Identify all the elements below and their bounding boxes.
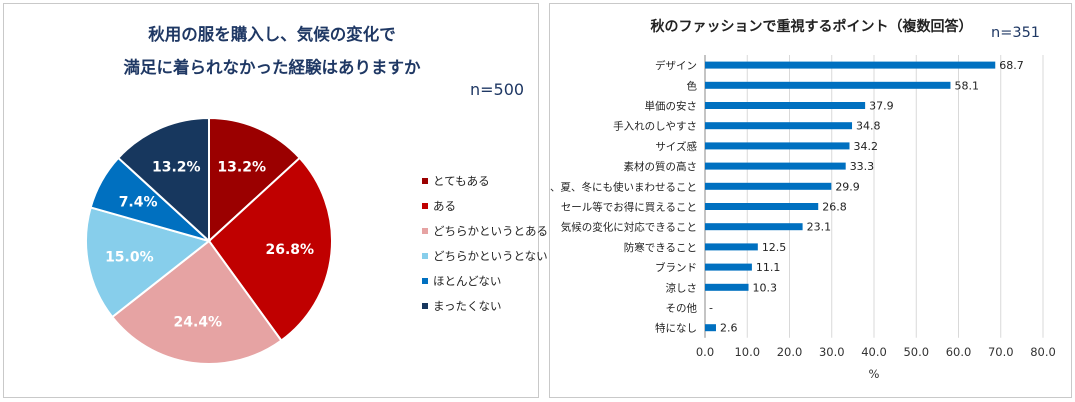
bar bbox=[705, 81, 951, 89]
bar-value-label: 12.5 bbox=[762, 241, 787, 254]
pie-slice bbox=[207, 156, 333, 342]
legend-label: どちらかというとある bbox=[433, 223, 548, 238]
x-tick-label: 50.0 bbox=[903, 345, 929, 359]
bar-value-label: 23.1 bbox=[807, 221, 832, 234]
legend-label: ほとんどない bbox=[433, 273, 502, 288]
pie-chart: 13.2% 26.8% 24.4% 15.0% 7.4% 13.2% bbox=[85, 116, 333, 365]
bar bbox=[705, 283, 749, 291]
x-axis-label: % bbox=[869, 367, 880, 381]
category-label: 防寒できること bbox=[624, 241, 697, 254]
legend-swatch bbox=[422, 277, 428, 284]
x-tick-label: 30.0 bbox=[819, 345, 845, 359]
pie-slice bbox=[116, 116, 210, 244]
category-label: ブランド bbox=[655, 261, 697, 274]
category-label: デザイン bbox=[655, 59, 697, 72]
legend-item: まったくない bbox=[422, 293, 548, 318]
legend-label: ある bbox=[433, 198, 456, 213]
legend-item: どちらかというとない bbox=[422, 243, 548, 268]
category-label: 素材の質の高さ bbox=[624, 160, 698, 173]
bar bbox=[705, 324, 716, 332]
legend-swatch bbox=[422, 302, 428, 309]
pie-slice-label: 26.8% bbox=[265, 242, 314, 258]
category-label: 単価の安さ bbox=[645, 100, 698, 113]
bar bbox=[705, 142, 850, 150]
bar-value-label: 29.9 bbox=[835, 180, 860, 193]
legend-item: とてもある bbox=[422, 168, 548, 193]
category-label: その他 bbox=[666, 302, 698, 315]
pie-slice bbox=[110, 239, 283, 365]
category-label: 手入れのしやすさ bbox=[613, 120, 697, 133]
category-label: 涼しさ bbox=[666, 281, 698, 294]
bar-value-label: 37.9 bbox=[869, 100, 894, 113]
bar-sample-size: n=351 bbox=[991, 25, 1041, 41]
bar bbox=[705, 243, 758, 251]
bar bbox=[705, 61, 996, 69]
category-label: 色 bbox=[687, 79, 698, 92]
bar-value-label: 26.8 bbox=[822, 201, 847, 214]
category-label: サイズ感 bbox=[655, 140, 697, 153]
legend-item: ある bbox=[422, 193, 548, 218]
x-tick-label: 10.0 bbox=[734, 345, 760, 359]
legend-label: とてもある bbox=[433, 173, 490, 188]
pie-slice bbox=[208, 116, 302, 244]
pie-slice-label: 15.0% bbox=[105, 250, 154, 266]
bar-value-label: - bbox=[709, 302, 713, 315]
legend-swatch bbox=[422, 177, 428, 184]
bar-value-label: 68.7 bbox=[999, 59, 1024, 72]
legend-label: まったくない bbox=[433, 298, 502, 313]
x-tick-label: 80.0 bbox=[1030, 345, 1056, 359]
legend-item: どちらかというとある bbox=[422, 218, 548, 243]
bar bbox=[705, 223, 803, 231]
bar-value-label: 2.6 bbox=[720, 322, 738, 335]
bar-value-label: 11.1 bbox=[756, 261, 781, 274]
pie-title-line-1: 秋用の服を購入し、気候の変化で bbox=[148, 25, 396, 44]
bar-value-label: 10.3 bbox=[753, 281, 778, 294]
x-tick-label: 0.0 bbox=[696, 345, 714, 359]
pie-sample-size: n=500 bbox=[470, 80, 525, 99]
bar bbox=[705, 182, 832, 190]
bar bbox=[705, 122, 853, 130]
legend-swatch bbox=[422, 227, 428, 234]
legend-swatch bbox=[422, 202, 428, 209]
pie-slice-label: 24.4% bbox=[174, 314, 223, 330]
pie-slice-label: 7.4% bbox=[119, 194, 158, 210]
category-label: 気候の変化に対応できること bbox=[561, 221, 697, 234]
pie-slice-label: 13.2% bbox=[217, 160, 266, 176]
legend-swatch bbox=[422, 252, 428, 259]
bar-chart: 0.0 10.0 20.0 30.0 40.0 50.0 60.0 70.0 80.0% デザイン… bbox=[550, 55, 1056, 381]
x-tick-label: 70.0 bbox=[988, 345, 1014, 359]
category-label: 特になし bbox=[655, 323, 697, 335]
category-label: 春、夏、冬にも使いまわせること bbox=[550, 180, 697, 193]
x-tick-label: 20.0 bbox=[777, 345, 803, 359]
bar-value-label: 34.8 bbox=[856, 120, 881, 133]
bar bbox=[705, 162, 846, 170]
bar-value-label: 34.2 bbox=[853, 140, 878, 153]
bar-chart-title: 秋のファッションで重視するポイント（複数回答） bbox=[650, 19, 973, 35]
x-tick-label: 40.0 bbox=[861, 345, 887, 359]
pie-chart-title: 秋用の服を購入し、気候の変化で 満足に着られなかった経験はありますか bbox=[4, 18, 540, 84]
legend-item: ほとんどない bbox=[422, 268, 548, 293]
category-label: セール等でお得に買えること bbox=[561, 201, 697, 214]
pie-slice bbox=[85, 206, 212, 319]
pie-legend: とてもあるあるどちらかというとある どちらかというとない ほとんどない まったくない bbox=[422, 168, 548, 318]
bar-value-label: 33.3 bbox=[850, 160, 875, 173]
bar bbox=[705, 203, 819, 210]
bar-chart-panel: 秋のファッションで重視するポイント（複数回答） n=351 0.0 10.0 20.… bbox=[549, 3, 1072, 398]
pie-slice-label: 13.2% bbox=[152, 160, 201, 176]
pie-title-line-2: 満足に着られなかった経験はありますか bbox=[123, 58, 421, 77]
x-tick-label: 60.0 bbox=[946, 345, 972, 359]
bar bbox=[705, 102, 866, 109]
bar bbox=[705, 263, 752, 271]
legend-label: どちらかというとない bbox=[433, 248, 548, 263]
bar-value-label: 58.1 bbox=[954, 79, 979, 92]
pie-chart-panel: 秋用の服を購入し、気候の変化で 満足に着られなかった経験はありますか n=500… bbox=[3, 3, 548, 398]
